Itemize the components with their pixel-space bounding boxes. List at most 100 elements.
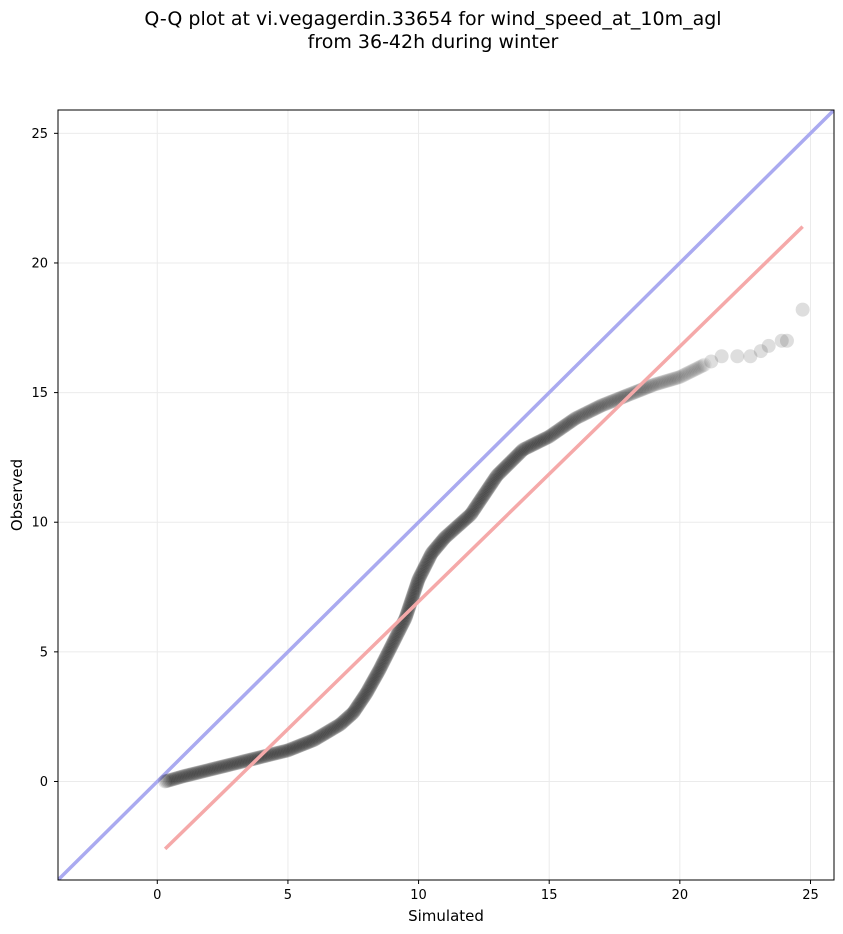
quantile-point [298, 736, 313, 751]
quantile-point [379, 648, 394, 663]
y-tick-label: 25 [31, 127, 48, 142]
quantile-point [406, 587, 421, 602]
quantile-point [171, 770, 186, 785]
quantile-point [411, 573, 426, 588]
quantile-point [343, 707, 358, 722]
y-tick-label: 10 [31, 516, 48, 531]
quantile-point [295, 737, 310, 752]
quantile-point [173, 770, 188, 785]
quantile-point [409, 579, 424, 594]
quantile-point [534, 433, 549, 448]
quantile-point [694, 359, 709, 374]
plot-series [58, 110, 834, 880]
plot-frame [57, 109, 835, 881]
quantile-point [691, 360, 706, 375]
quantile-point [630, 384, 645, 399]
identity-line [58, 110, 834, 880]
quantile-point [450, 519, 465, 534]
quantile-point [360, 684, 375, 699]
quantile-point [422, 550, 437, 565]
quantile-point [219, 758, 234, 773]
quantile-point [304, 734, 319, 749]
quantile-point [391, 624, 406, 639]
quantile-point [595, 397, 610, 412]
outlier-point [774, 333, 789, 348]
quantile-point [446, 523, 461, 538]
quantile-point [360, 683, 375, 698]
quantile-point [191, 765, 206, 780]
quantile-point [464, 506, 479, 521]
quantile-point [674, 369, 689, 384]
quantile-point [437, 530, 452, 545]
quantile-point [512, 446, 527, 461]
outlier-point [779, 333, 794, 348]
quantile-point [185, 767, 200, 782]
quantile-point [651, 376, 666, 391]
quantile-point [582, 404, 597, 419]
quantile-point [363, 679, 378, 694]
quantile-point [690, 361, 705, 376]
quantile-point [482, 479, 497, 494]
quantile-point [520, 440, 535, 455]
quantile-point [340, 711, 355, 726]
grid-lines [58, 110, 834, 880]
quantile-point [216, 759, 231, 774]
quantile-point [485, 475, 500, 490]
quantile-point [567, 412, 582, 427]
quantile-point [649, 376, 664, 391]
y-tick-label: 0 [40, 775, 48, 790]
quantile-point [640, 380, 655, 395]
quantile-point [179, 768, 194, 783]
quantile-point [168, 771, 183, 786]
quantile-point [318, 726, 333, 741]
quantile-point [578, 406, 593, 421]
quantile-point [684, 364, 699, 379]
quantile-point [510, 448, 525, 463]
quantile-point [329, 719, 344, 734]
quantile-point [514, 443, 529, 458]
quantile-point [447, 522, 462, 537]
quantile-point [391, 625, 406, 640]
quantile-point [665, 372, 680, 387]
quantile-point [671, 370, 686, 385]
quantile-point [629, 384, 644, 399]
quantile-point [697, 357, 712, 372]
quantile-point [477, 487, 492, 502]
quantile-point [619, 388, 634, 403]
quantile-point [236, 754, 251, 769]
quantile-point [362, 680, 377, 695]
quantile-point [497, 460, 512, 475]
quantile-point [474, 491, 489, 506]
quantile-point [405, 590, 420, 605]
quantile-point [655, 375, 670, 390]
quantile-point [182, 767, 197, 782]
quantile-point [365, 675, 380, 690]
quantile-point [432, 536, 447, 551]
quantile-point [341, 710, 356, 725]
quantile-point [389, 628, 404, 643]
quantile-point [210, 760, 225, 775]
quantile-point [319, 725, 334, 740]
quantile-point [279, 743, 294, 758]
quantile-point [536, 432, 551, 447]
quantile-point [334, 716, 349, 731]
quantile-point [500, 458, 515, 473]
quantile-point [440, 528, 455, 543]
quantile-point [632, 383, 647, 398]
quantile-point [569, 410, 584, 425]
quantile-point [347, 703, 362, 718]
quantile-point [165, 772, 180, 787]
quantile-point [540, 430, 555, 445]
quantile-point [663, 372, 678, 387]
quantile-point [648, 377, 663, 392]
quantile-point [526, 437, 541, 452]
quantile-point [193, 765, 208, 780]
quantile-point [420, 554, 435, 569]
quantile-point [652, 375, 667, 390]
quantile-point [366, 672, 381, 687]
quantile-point [324, 722, 339, 737]
quantile-point [461, 509, 476, 524]
quantile-point [509, 449, 524, 464]
quantile-point [669, 370, 684, 385]
quantile-point [268, 746, 283, 761]
